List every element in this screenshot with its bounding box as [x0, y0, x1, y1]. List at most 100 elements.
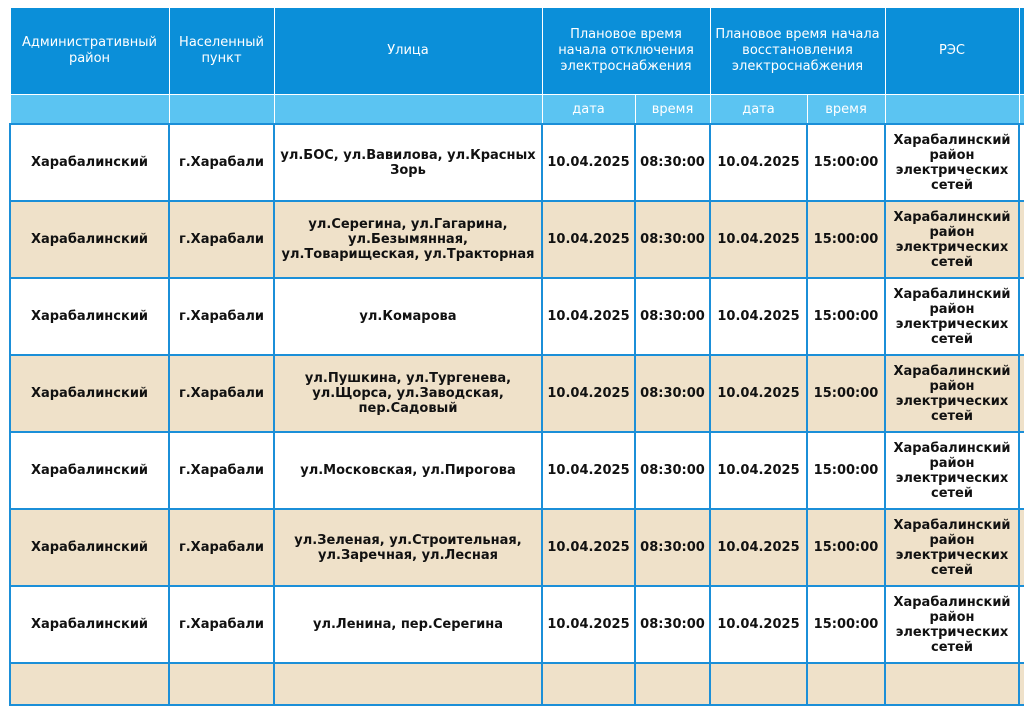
- subheader-empty: [273, 94, 543, 125]
- cell-off-time: 08:30:00: [634, 431, 711, 510]
- header-extra: [1018, 8, 1024, 95]
- cell-empty: [806, 662, 886, 706]
- cell-on-time: 15:00:00: [806, 354, 886, 433]
- cell-town: г.Харабали: [168, 354, 275, 433]
- header-res: РЭС: [884, 8, 1020, 95]
- cell-on-time: 15:00:00: [806, 585, 886, 664]
- cell-off-date: 10.04.2025: [541, 123, 636, 202]
- subheader-on-time: время: [806, 94, 886, 125]
- cell-res: Харабалинский район электрических сетей: [884, 585, 1020, 664]
- cell-res: Харабалинский район электрических сетей: [884, 431, 1020, 510]
- cell-on-time: 15:00:00: [806, 431, 886, 510]
- cell-street: ул.Серегина, ул.Гагарина, ул.Безымянная,…: [273, 200, 543, 279]
- cell-street: ул.Московская, ул.Пирогова: [273, 431, 543, 510]
- cell-empty: [634, 662, 711, 706]
- cell-off-date: 10.04.2025: [541, 200, 636, 279]
- table-header: Административный район Населенный пункт …: [9, 8, 1024, 125]
- cell-empty: [168, 662, 275, 706]
- subheader-empty: [9, 94, 170, 125]
- subheader-empty: [1018, 94, 1024, 125]
- subheader-off-date: дата: [541, 94, 636, 125]
- cell-off-date: 10.04.2025: [541, 354, 636, 433]
- cell-street: ул.Ленина, пер.Серегина: [273, 585, 543, 664]
- cell-district: Харабалинский: [9, 354, 170, 433]
- table-row: Харабалинский г.Харабали ул.Серегина, ул…: [9, 200, 1024, 279]
- cell-empty: [541, 662, 636, 706]
- table-row: Харабалинский г.Харабали ул.Зеленая, ул.…: [9, 508, 1024, 587]
- cell-off-date: 10.04.2025: [541, 585, 636, 664]
- outage-schedule-table: Административный район Населенный пункт …: [9, 8, 1024, 706]
- subheader-empty: [168, 94, 275, 125]
- header-street: Улица: [273, 8, 543, 95]
- cell-empty: [884, 662, 1020, 706]
- cell-res: Харабалинский район электрических сетей: [884, 200, 1020, 279]
- cell-street: ул.Зеленая, ул.Строительная, ул.Заречная…: [273, 508, 543, 587]
- header-off-time: Плановое время начала отключения электро…: [541, 8, 711, 95]
- header-row: Административный район Населенный пункт …: [9, 8, 1024, 95]
- cell-off-date: 10.04.2025: [541, 277, 636, 356]
- cell-off-time: 08:30:00: [634, 200, 711, 279]
- cell-town: г.Харабали: [168, 123, 275, 202]
- cell-on-date: 10.04.2025: [709, 431, 808, 510]
- cell-street: ул.Пушкина, ул.Тургенева, ул.Щорса, ул.З…: [273, 354, 543, 433]
- cell-on-time: 15:00:00: [806, 508, 886, 587]
- cell-town: г.Харабали: [168, 508, 275, 587]
- header-restore-time: Плановое время начала восстановления эле…: [709, 8, 886, 95]
- table-row: Харабалинский г.Харабали ул.БОС, ул.Вави…: [9, 123, 1024, 202]
- subheader-off-time: время: [634, 94, 711, 125]
- subheader-empty: [884, 94, 1020, 125]
- cell-off-time: 08:30:00: [634, 277, 711, 356]
- cell-extra: [1018, 200, 1024, 279]
- cell-off-date: 10.04.2025: [541, 508, 636, 587]
- cell-on-date: 10.04.2025: [709, 200, 808, 279]
- cell-town: г.Харабали: [168, 200, 275, 279]
- cell-on-time: 15:00:00: [806, 123, 886, 202]
- cell-res: Харабалинский район электрических сетей: [884, 123, 1020, 202]
- cell-off-time: 08:30:00: [634, 354, 711, 433]
- subheader-on-date: дата: [709, 94, 808, 125]
- cell-on-date: 10.04.2025: [709, 354, 808, 433]
- cell-extra: [1018, 123, 1024, 202]
- cell-empty: [709, 662, 808, 706]
- cell-district: Харабалинский: [9, 123, 170, 202]
- cell-district: Харабалинский: [9, 277, 170, 356]
- header-town: Населенный пункт: [168, 8, 275, 95]
- cell-on-date: 10.04.2025: [709, 277, 808, 356]
- cell-on-time: 15:00:00: [806, 277, 886, 356]
- cell-empty: [1018, 662, 1024, 706]
- cell-extra: [1018, 354, 1024, 433]
- table-row: Харабалинский г.Харабали ул.Ленина, пер.…: [9, 585, 1024, 664]
- cell-district: Харабалинский: [9, 585, 170, 664]
- cell-extra: [1018, 277, 1024, 356]
- cell-extra: [1018, 431, 1024, 510]
- header-district: Административный район: [9, 8, 170, 95]
- cell-district: Харабалинский: [9, 431, 170, 510]
- cell-town: г.Харабали: [168, 585, 275, 664]
- cell-off-time: 08:30:00: [634, 123, 711, 202]
- cell-extra: [1018, 508, 1024, 587]
- cell-street: ул.БОС, ул.Вавилова, ул.Красных Зорь: [273, 123, 543, 202]
- cell-empty: [273, 662, 543, 706]
- cell-district: Харабалинский: [9, 200, 170, 279]
- table-row-partial: [9, 662, 1024, 706]
- cell-res: Харабалинский район электрических сетей: [884, 508, 1020, 587]
- cell-district: Харабалинский: [9, 508, 170, 587]
- table-row: Харабалинский г.Харабали ул.Московская, …: [9, 431, 1024, 510]
- cell-off-time: 08:30:00: [634, 508, 711, 587]
- cell-street: ул.Комарова: [273, 277, 543, 356]
- cell-off-time: 08:30:00: [634, 585, 711, 664]
- table-body: Харабалинский г.Харабали ул.БОС, ул.Вави…: [9, 123, 1024, 706]
- cell-on-time: 15:00:00: [806, 200, 886, 279]
- cell-town: г.Харабали: [168, 277, 275, 356]
- table-row: Харабалинский г.Харабали ул.Пушкина, ул.…: [9, 354, 1024, 433]
- cell-town: г.Харабали: [168, 431, 275, 510]
- cell-on-date: 10.04.2025: [709, 508, 808, 587]
- cell-on-date: 10.04.2025: [709, 585, 808, 664]
- cell-res: Харабалинский район электрических сетей: [884, 354, 1020, 433]
- cell-res: Харабалинский район электрических сетей: [884, 277, 1020, 356]
- subheader-row: дата время дата время: [9, 94, 1024, 125]
- table-row: Харабалинский г.Харабали ул.Комарова 10.…: [9, 277, 1024, 356]
- cell-on-date: 10.04.2025: [709, 123, 808, 202]
- cell-extra: [1018, 585, 1024, 664]
- cell-empty: [9, 662, 170, 706]
